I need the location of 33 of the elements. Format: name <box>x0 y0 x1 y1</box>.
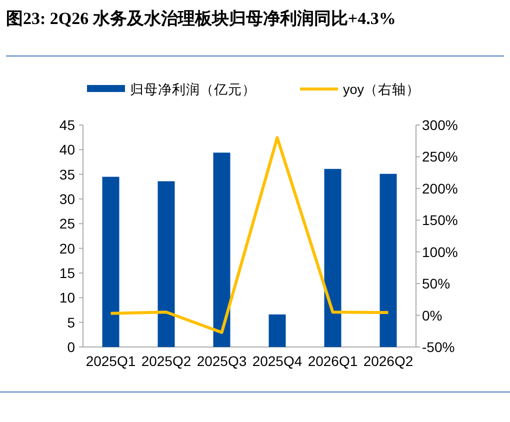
y2-tick-label: 150% <box>422 212 458 228</box>
y2-tick-label: 50% <box>422 276 450 292</box>
y-tick-label: 25 <box>59 216 76 232</box>
bar <box>380 174 397 347</box>
bar <box>102 176 120 347</box>
bar <box>324 168 342 347</box>
y2-tick-label: 200% <box>422 180 458 196</box>
y-tick-label: 10 <box>59 290 76 306</box>
y2-tick-label: 300% <box>422 117 458 133</box>
legend-label: 归母净利润（亿元） <box>130 82 256 97</box>
bar <box>158 181 175 347</box>
bar <box>213 152 230 347</box>
chart-title: 图23: 2Q26 水务及水治理板块归母净利润同比+4.3% <box>6 9 396 28</box>
bar <box>268 314 286 347</box>
y2-tick-label: -50% <box>422 339 455 355</box>
x-tick-label: 2026Q2 <box>363 353 414 369</box>
y2-tick-label: 0% <box>422 307 442 324</box>
x-tick-label: 2025Q4 <box>252 353 302 369</box>
y-tick-label: 35 <box>59 166 76 182</box>
x-tick-label: 2025Q2 <box>141 353 192 369</box>
y2-tick-label: 100% <box>422 244 458 260</box>
y-tick-label: 20 <box>59 240 76 256</box>
y-tick-label: 40 <box>59 142 76 158</box>
x-tick-label: 2026Q1 <box>308 353 358 369</box>
y2-tick-label: 250% <box>422 148 458 165</box>
y-tick-label: 5 <box>67 314 76 330</box>
x-tick-label: 2025Q1 <box>86 353 136 369</box>
y-tick-label: 15 <box>59 265 76 281</box>
y-tick-label: 30 <box>59 191 76 207</box>
y-tick-label: 45 <box>59 117 76 133</box>
x-tick-label: 2025Q3 <box>196 353 247 369</box>
y-tick-label: 0 <box>67 339 76 355</box>
legend-label: yoy（右轴） <box>343 82 420 97</box>
